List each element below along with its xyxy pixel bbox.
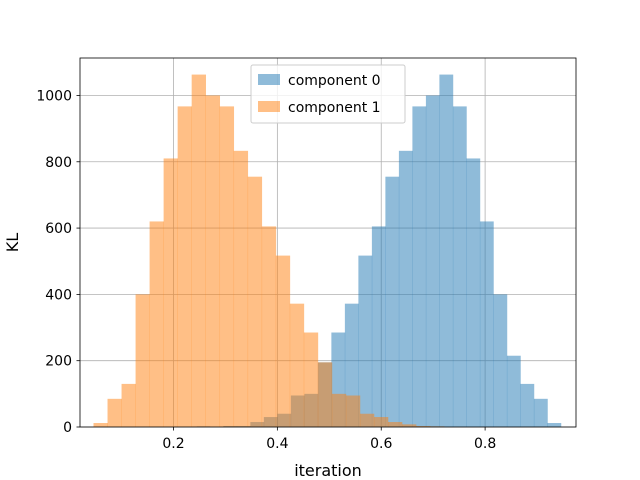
x-tick-label: 0.8	[474, 436, 496, 452]
bar-component-0	[358, 255, 373, 427]
bar-component-1	[373, 417, 389, 427]
bar-component-1	[416, 426, 431, 427]
bar-component-1	[121, 383, 136, 427]
bar-component-1	[219, 106, 235, 428]
bar-component-0	[452, 106, 467, 428]
bar-component-1	[191, 74, 206, 428]
y-tick-label: 200	[45, 354, 72, 370]
bar-component-1	[359, 413, 375, 427]
legend-box	[250, 64, 406, 124]
legend: component 0 component 1	[250, 64, 406, 124]
bar-component-1	[261, 226, 277, 427]
bar-component-0	[439, 74, 454, 428]
bar-component-1	[149, 221, 164, 427]
bar-component-0	[466, 158, 481, 428]
bar-component-1	[247, 176, 263, 427]
bar-component-1	[233, 150, 249, 427]
bar-component-1	[289, 303, 305, 427]
histogram-bars	[93, 74, 562, 428]
x-tick-label: 0.2	[162, 436, 184, 452]
bar-component-1	[331, 393, 347, 427]
bar-component-1	[93, 423, 108, 427]
axis-ticks: 0.2 0.4 0.6 0.8 0 200 400 600 800 1000	[36, 88, 496, 452]
plot-area-frame	[79, 57, 577, 428]
bar-component-0	[547, 423, 562, 427]
legend-swatch-component-0	[258, 74, 280, 85]
bar-component-1	[275, 255, 291, 427]
bar-component-1	[163, 158, 178, 428]
x-tick-label: 0.4	[266, 436, 288, 452]
y-tick-label: 800	[45, 155, 72, 171]
bar-component-1	[387, 422, 403, 427]
bar-component-1	[303, 332, 319, 427]
bar-component-1	[317, 362, 333, 427]
bar-component-1	[177, 106, 192, 428]
bar-component-1	[107, 398, 122, 427]
y-tick-label: 1000	[36, 88, 72, 104]
bar-component-1	[345, 395, 361, 427]
legend-label-component-1: component 1	[288, 100, 381, 116]
x-tick-label: 0.6	[370, 436, 392, 452]
y-tick-label: 600	[45, 221, 72, 237]
bar-component-1	[135, 294, 150, 427]
bar-component-0	[371, 226, 386, 427]
bar-component-0	[520, 383, 535, 427]
bar-component-0	[533, 398, 548, 427]
bar-component-0	[493, 294, 508, 427]
y-axis-label: KL	[3, 233, 22, 252]
bar-component-0	[398, 150, 413, 427]
bar-component-1	[205, 95, 221, 427]
x-axis-label: iteration	[294, 461, 362, 480]
bar-component-0	[385, 176, 400, 427]
bar-component-0	[506, 355, 521, 427]
bar-component-0	[479, 221, 494, 427]
y-tick-label: 400	[45, 287, 72, 303]
y-tick-label: 0	[63, 420, 72, 436]
bar-component-0	[412, 106, 427, 428]
bar-component-1	[402, 424, 417, 427]
bar-component-0	[425, 95, 440, 427]
legend-swatch-component-1	[258, 101, 280, 112]
legend-label-component-0: component 0	[288, 73, 381, 89]
